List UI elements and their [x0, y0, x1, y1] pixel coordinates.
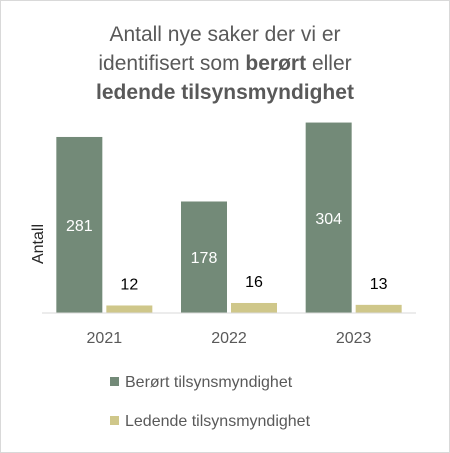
data-label-berort-2021: 281 — [66, 218, 93, 235]
data-label-ledende-2021: 12 — [120, 276, 138, 293]
x-tick-label-2023: 2023 — [336, 330, 372, 347]
bar-ledende-2021 — [106, 305, 153, 313]
title-line-3: ledende tilsynsmyndighet — [0, 78, 450, 107]
x-tick-label-2021: 2021 — [87, 330, 123, 347]
title-line-2-post: eller — [306, 52, 352, 75]
data-label-ledende-2022: 16 — [245, 274, 263, 291]
title-line-3-bold: ledende tilsynsmyndighet — [96, 81, 354, 104]
legend-swatch-berort — [110, 377, 119, 387]
chart-title: Antall nye saker der vi er identifisert … — [0, 20, 450, 107]
legend-item-ledende: Ledende tilsynsmyndighet — [110, 413, 310, 431]
data-label-berort-2023: 304 — [315, 211, 342, 228]
bar-berort-2023 — [305, 122, 352, 313]
legend-label-ledende: Ledende tilsynsmyndighet — [125, 413, 311, 430]
x-tick-label-2022: 2022 — [211, 330, 247, 347]
title-line-2-pre: identifisert som — [98, 52, 246, 75]
bar-ledende-2022 — [231, 302, 277, 313]
bar-berort-2022 — [181, 201, 227, 313]
data-label-berort-2022: 178 — [191, 250, 218, 267]
data-label-ledende-2023: 13 — [370, 276, 388, 293]
title-line-1: Antall nye saker der vi er — [109, 23, 341, 46]
title-line-2-bold: berørt — [245, 52, 307, 75]
legend-swatch-ledende — [110, 416, 119, 426]
legend-item-berort: Berørt tilsynsmyndighet — [110, 374, 292, 392]
bar-berort-2021 — [56, 136, 103, 313]
bar-ledende-2023 — [355, 304, 402, 313]
legend-label-berort: Berørt tilsynsmyndighet — [125, 374, 293, 391]
title-line-2: identifisert som berørt eller — [0, 49, 450, 78]
